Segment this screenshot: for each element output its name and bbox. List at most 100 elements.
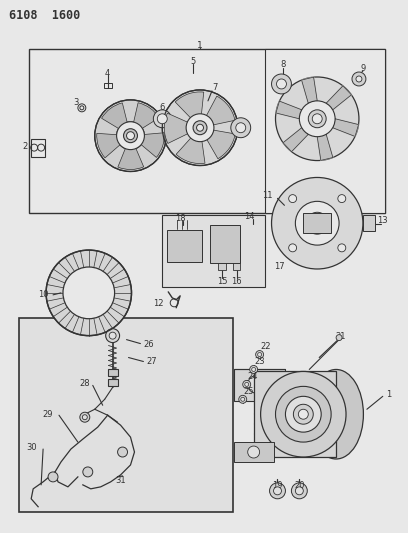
Bar	[210, 225, 240, 263]
Circle shape	[82, 415, 87, 419]
Text: 20: 20	[294, 481, 305, 490]
Circle shape	[338, 244, 346, 252]
Wedge shape	[206, 130, 235, 159]
Text: 10: 10	[38, 290, 49, 300]
Circle shape	[63, 267, 115, 319]
Wedge shape	[102, 103, 128, 130]
Bar	[264, 49, 385, 213]
Bar	[29, 49, 385, 213]
Bar	[363, 215, 375, 231]
Polygon shape	[283, 128, 308, 152]
Circle shape	[193, 121, 207, 135]
Circle shape	[286, 397, 321, 432]
Circle shape	[117, 122, 144, 150]
Circle shape	[352, 72, 366, 86]
Circle shape	[250, 366, 257, 374]
Circle shape	[186, 114, 214, 142]
Text: 8: 8	[281, 60, 286, 69]
Polygon shape	[302, 77, 317, 103]
Bar	[254, 372, 336, 457]
Text: 22: 22	[260, 342, 271, 351]
Circle shape	[83, 467, 93, 477]
Wedge shape	[176, 136, 205, 164]
Circle shape	[272, 177, 363, 269]
Bar	[172, 73, 227, 181]
Bar	[218, 255, 226, 270]
Text: 9: 9	[360, 63, 366, 72]
Bar	[303, 213, 331, 233]
Polygon shape	[326, 86, 351, 110]
Circle shape	[289, 244, 297, 252]
Bar	[104, 83, 112, 88]
Wedge shape	[140, 133, 164, 157]
Circle shape	[80, 412, 90, 422]
Text: 18: 18	[175, 214, 186, 223]
Circle shape	[117, 122, 144, 150]
Circle shape	[46, 250, 131, 336]
Circle shape	[338, 195, 346, 203]
Text: 30: 30	[26, 442, 36, 451]
Text: 6: 6	[160, 103, 165, 112]
Circle shape	[243, 381, 251, 389]
Circle shape	[106, 329, 120, 343]
Circle shape	[236, 123, 246, 133]
Circle shape	[153, 110, 171, 128]
Circle shape	[312, 114, 322, 124]
Text: 7: 7	[212, 84, 217, 92]
Text: 28: 28	[80, 379, 90, 388]
Text: 2: 2	[22, 142, 28, 151]
Circle shape	[245, 382, 249, 386]
Circle shape	[308, 110, 326, 128]
Circle shape	[197, 124, 204, 131]
Circle shape	[295, 487, 303, 495]
Circle shape	[356, 76, 362, 82]
Circle shape	[295, 201, 339, 245]
Circle shape	[162, 90, 238, 166]
Circle shape	[291, 483, 307, 499]
Circle shape	[231, 118, 251, 138]
Text: 3: 3	[73, 99, 79, 107]
Text: 17: 17	[274, 262, 285, 271]
Circle shape	[109, 332, 116, 339]
Text: 6108  1600: 6108 1600	[9, 9, 81, 22]
Bar	[108, 369, 118, 376]
Text: 12: 12	[153, 300, 164, 308]
Wedge shape	[175, 92, 204, 119]
Text: 16: 16	[231, 277, 242, 286]
Text: 1: 1	[197, 41, 203, 50]
Text: 14: 14	[244, 212, 255, 221]
Circle shape	[239, 395, 247, 403]
Wedge shape	[118, 147, 144, 169]
Circle shape	[257, 352, 262, 357]
Wedge shape	[206, 96, 235, 125]
Circle shape	[124, 129, 137, 143]
Bar	[234, 442, 273, 462]
Bar	[234, 369, 286, 401]
Circle shape	[298, 409, 308, 419]
Text: 19: 19	[272, 481, 283, 490]
Text: 21: 21	[336, 332, 346, 341]
Text: 13: 13	[377, 216, 388, 225]
Circle shape	[252, 367, 256, 372]
Circle shape	[248, 446, 259, 458]
Bar	[31, 139, 45, 157]
Bar	[162, 215, 264, 287]
Text: 11: 11	[262, 191, 273, 200]
Bar	[108, 379, 118, 386]
Bar	[89, 89, 160, 166]
Text: 27: 27	[146, 357, 157, 366]
Circle shape	[118, 447, 128, 457]
Circle shape	[256, 351, 264, 359]
Circle shape	[157, 114, 167, 124]
Circle shape	[277, 79, 286, 89]
Text: 1: 1	[386, 390, 391, 399]
Circle shape	[95, 100, 166, 172]
Circle shape	[126, 132, 135, 140]
Text: 25: 25	[244, 387, 254, 396]
Wedge shape	[164, 113, 189, 143]
Text: 24: 24	[247, 372, 258, 381]
Circle shape	[289, 195, 297, 203]
Circle shape	[261, 372, 346, 457]
Circle shape	[126, 132, 135, 140]
Text: 4: 4	[105, 69, 110, 77]
